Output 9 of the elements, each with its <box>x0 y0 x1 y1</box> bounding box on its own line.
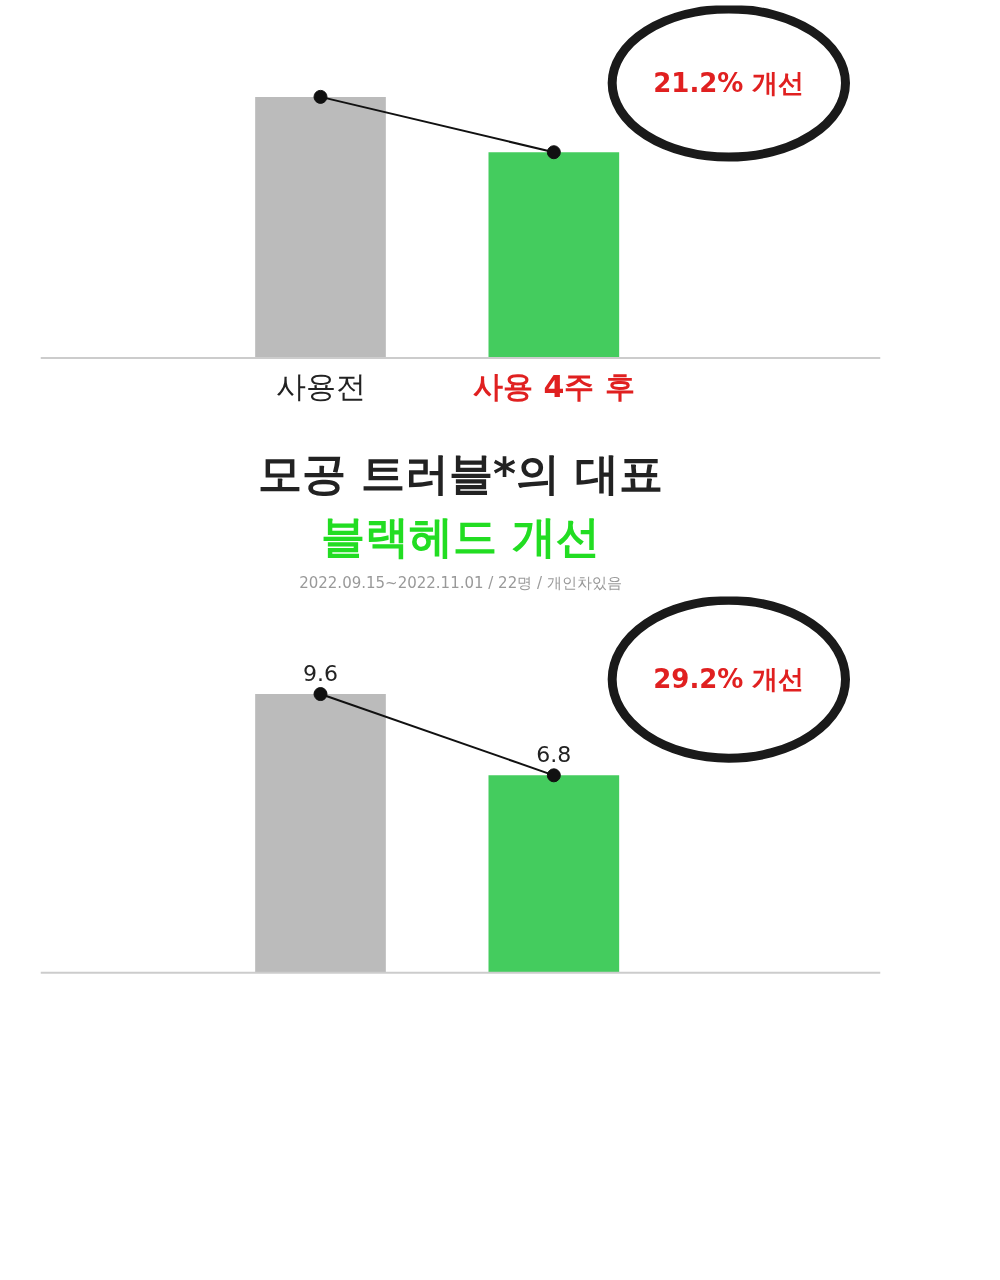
x-tick-label: 사용 4주 후 <box>472 368 635 404</box>
chart-subtitle: 블랙헤드 개선 <box>320 510 601 562</box>
data-label: 6.8 <box>536 742 572 768</box>
annotation: 29.2% 개선 <box>653 664 805 695</box>
chart-title: 모공 트러블*의 대표 <box>257 447 664 499</box>
x-tick-label: 사용전 <box>275 368 366 404</box>
annotation: 21.2% 개선 <box>653 68 805 99</box>
data-label: 9.6 <box>303 660 339 686</box>
text: 2022.09.15~2022.11.01 / 22명 / 개인차있음 <box>299 573 622 592</box>
